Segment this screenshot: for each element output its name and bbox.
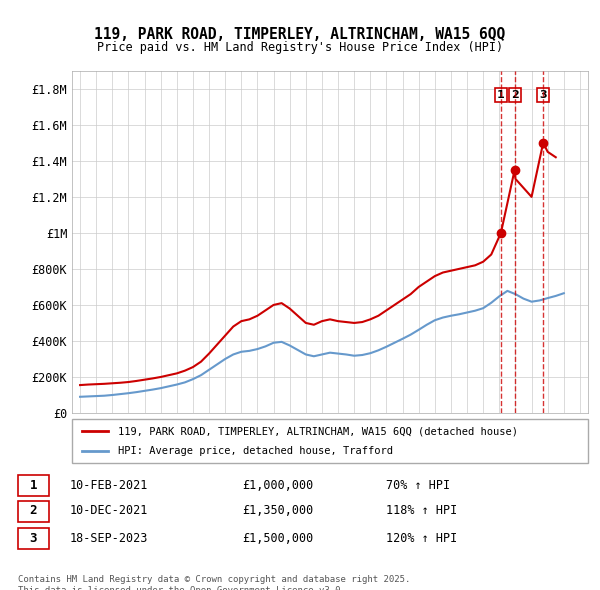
Text: £1,350,000: £1,350,000: [242, 504, 314, 517]
Text: 3: 3: [29, 532, 37, 545]
Text: 120% ↑ HPI: 120% ↑ HPI: [386, 532, 458, 545]
Text: £1,500,000: £1,500,000: [242, 532, 314, 545]
Text: 1: 1: [497, 90, 505, 100]
Text: 10-DEC-2021: 10-DEC-2021: [70, 504, 148, 517]
Text: Price paid vs. HM Land Registry's House Price Index (HPI): Price paid vs. HM Land Registry's House …: [97, 41, 503, 54]
FancyBboxPatch shape: [72, 419, 588, 463]
FancyBboxPatch shape: [18, 475, 49, 496]
Text: 118% ↑ HPI: 118% ↑ HPI: [386, 504, 458, 517]
Text: 119, PARK ROAD, TIMPERLEY, ALTRINCHAM, WA15 6QQ (detached house): 119, PARK ROAD, TIMPERLEY, ALTRINCHAM, W…: [118, 427, 518, 436]
Text: 3: 3: [539, 90, 547, 100]
Text: £1,000,000: £1,000,000: [242, 479, 314, 492]
Text: 10-FEB-2021: 10-FEB-2021: [70, 479, 148, 492]
FancyBboxPatch shape: [18, 528, 49, 549]
Text: HPI: Average price, detached house, Trafford: HPI: Average price, detached house, Traf…: [118, 446, 394, 455]
FancyBboxPatch shape: [18, 501, 49, 522]
Text: 2: 2: [511, 90, 518, 100]
Text: Contains HM Land Registry data © Crown copyright and database right 2025.
This d: Contains HM Land Registry data © Crown c…: [18, 575, 410, 590]
Text: 1: 1: [29, 479, 37, 492]
Text: 2: 2: [29, 504, 37, 517]
Text: 18-SEP-2023: 18-SEP-2023: [70, 532, 148, 545]
Text: 119, PARK ROAD, TIMPERLEY, ALTRINCHAM, WA15 6QQ: 119, PARK ROAD, TIMPERLEY, ALTRINCHAM, W…: [94, 27, 506, 41]
Text: 70% ↑ HPI: 70% ↑ HPI: [386, 479, 451, 492]
